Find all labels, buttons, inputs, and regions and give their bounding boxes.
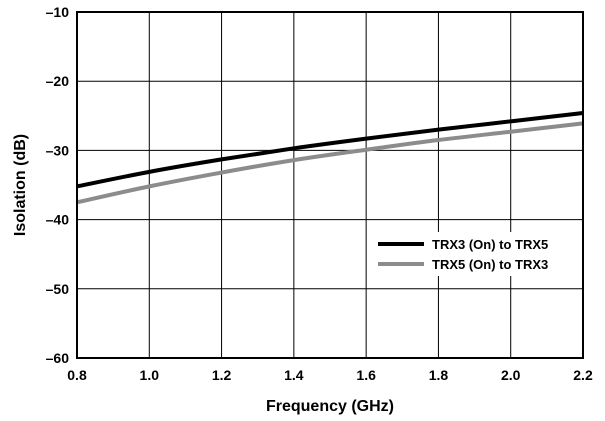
x-tick-label-7: 2.2 xyxy=(573,367,593,383)
x-tick-label-1: 1.0 xyxy=(140,367,160,383)
series-lines xyxy=(76,111,584,205)
series-line-0 xyxy=(76,111,584,189)
legend-label-trx3-to-trx5: TRX3 (On) to TRX5 xyxy=(432,237,548,252)
x-tick-labels: 0.8 1.0 1.2 1.4 1.6 1.8 2.0 2.2 xyxy=(67,367,593,383)
x-tick-label-2: 1.2 xyxy=(212,367,232,383)
plot-area-frame xyxy=(76,11,584,359)
y-tick-label-2: –30 xyxy=(46,142,70,158)
y-tick-label-0: –10 xyxy=(46,4,70,20)
x-tick-label-0: 0.8 xyxy=(67,367,87,383)
y-tick-label-5: –60 xyxy=(46,350,70,366)
y-tick-label-3: –40 xyxy=(46,212,70,228)
x-tick-label-4: 1.6 xyxy=(356,367,376,383)
x-axis-label: Frequency (GHz) xyxy=(266,398,394,415)
y-tick-label-4: –50 xyxy=(46,281,70,297)
legend-label-trx5-to-trx3: TRX5 (On) to TRX3 xyxy=(432,257,548,272)
x-tick-label-3: 1.4 xyxy=(284,367,304,383)
x-tick-label-5: 1.8 xyxy=(429,367,449,383)
legend: TRX3 (On) to TRX5 TRX5 (On) to TRX3 xyxy=(374,232,570,276)
x-tick-label-6: 2.0 xyxy=(501,367,521,383)
y-tick-labels: –10 –20 –30 –40 –50 –60 xyxy=(46,4,70,366)
series-line-1 xyxy=(76,121,584,205)
legend-background xyxy=(374,232,570,276)
y-tick-label-1: –20 xyxy=(46,73,70,89)
y-axis-label: Isolation (dB) xyxy=(12,134,29,236)
